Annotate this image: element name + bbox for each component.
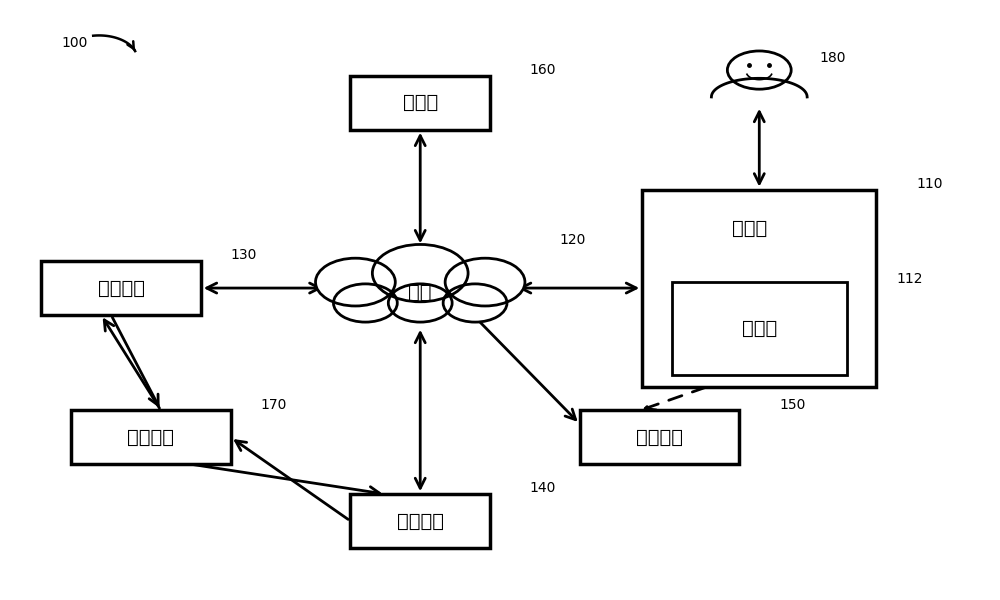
Text: 服务器: 服务器 xyxy=(732,219,767,238)
Text: 140: 140 xyxy=(530,481,556,495)
Circle shape xyxy=(372,244,468,302)
Text: 导航系统: 导航系统 xyxy=(127,428,174,447)
Text: 100: 100 xyxy=(61,36,88,50)
Circle shape xyxy=(316,258,395,306)
Circle shape xyxy=(388,284,452,322)
FancyBboxPatch shape xyxy=(642,190,876,386)
Text: 信息源: 信息源 xyxy=(403,94,438,112)
Text: 150: 150 xyxy=(779,398,806,412)
Circle shape xyxy=(445,258,525,306)
Text: 112: 112 xyxy=(896,272,923,286)
FancyBboxPatch shape xyxy=(350,494,490,548)
FancyBboxPatch shape xyxy=(580,410,739,464)
Text: 180: 180 xyxy=(819,51,846,65)
FancyBboxPatch shape xyxy=(71,410,231,464)
FancyBboxPatch shape xyxy=(41,261,201,315)
Text: 110: 110 xyxy=(916,176,943,191)
Circle shape xyxy=(443,284,507,322)
Text: 160: 160 xyxy=(530,63,556,77)
Text: 乘客终端: 乘客终端 xyxy=(98,278,145,298)
Text: 130: 130 xyxy=(231,248,257,262)
FancyBboxPatch shape xyxy=(672,282,847,374)
Text: 网络: 网络 xyxy=(408,283,432,302)
Text: 处理器: 处理器 xyxy=(742,319,777,338)
FancyBboxPatch shape xyxy=(350,76,490,130)
Text: 存储设备: 存储设备 xyxy=(636,428,683,447)
Text: 170: 170 xyxy=(261,398,287,412)
Text: 120: 120 xyxy=(560,233,586,247)
Circle shape xyxy=(333,284,397,322)
Text: 司机终端: 司机终端 xyxy=(397,511,444,530)
